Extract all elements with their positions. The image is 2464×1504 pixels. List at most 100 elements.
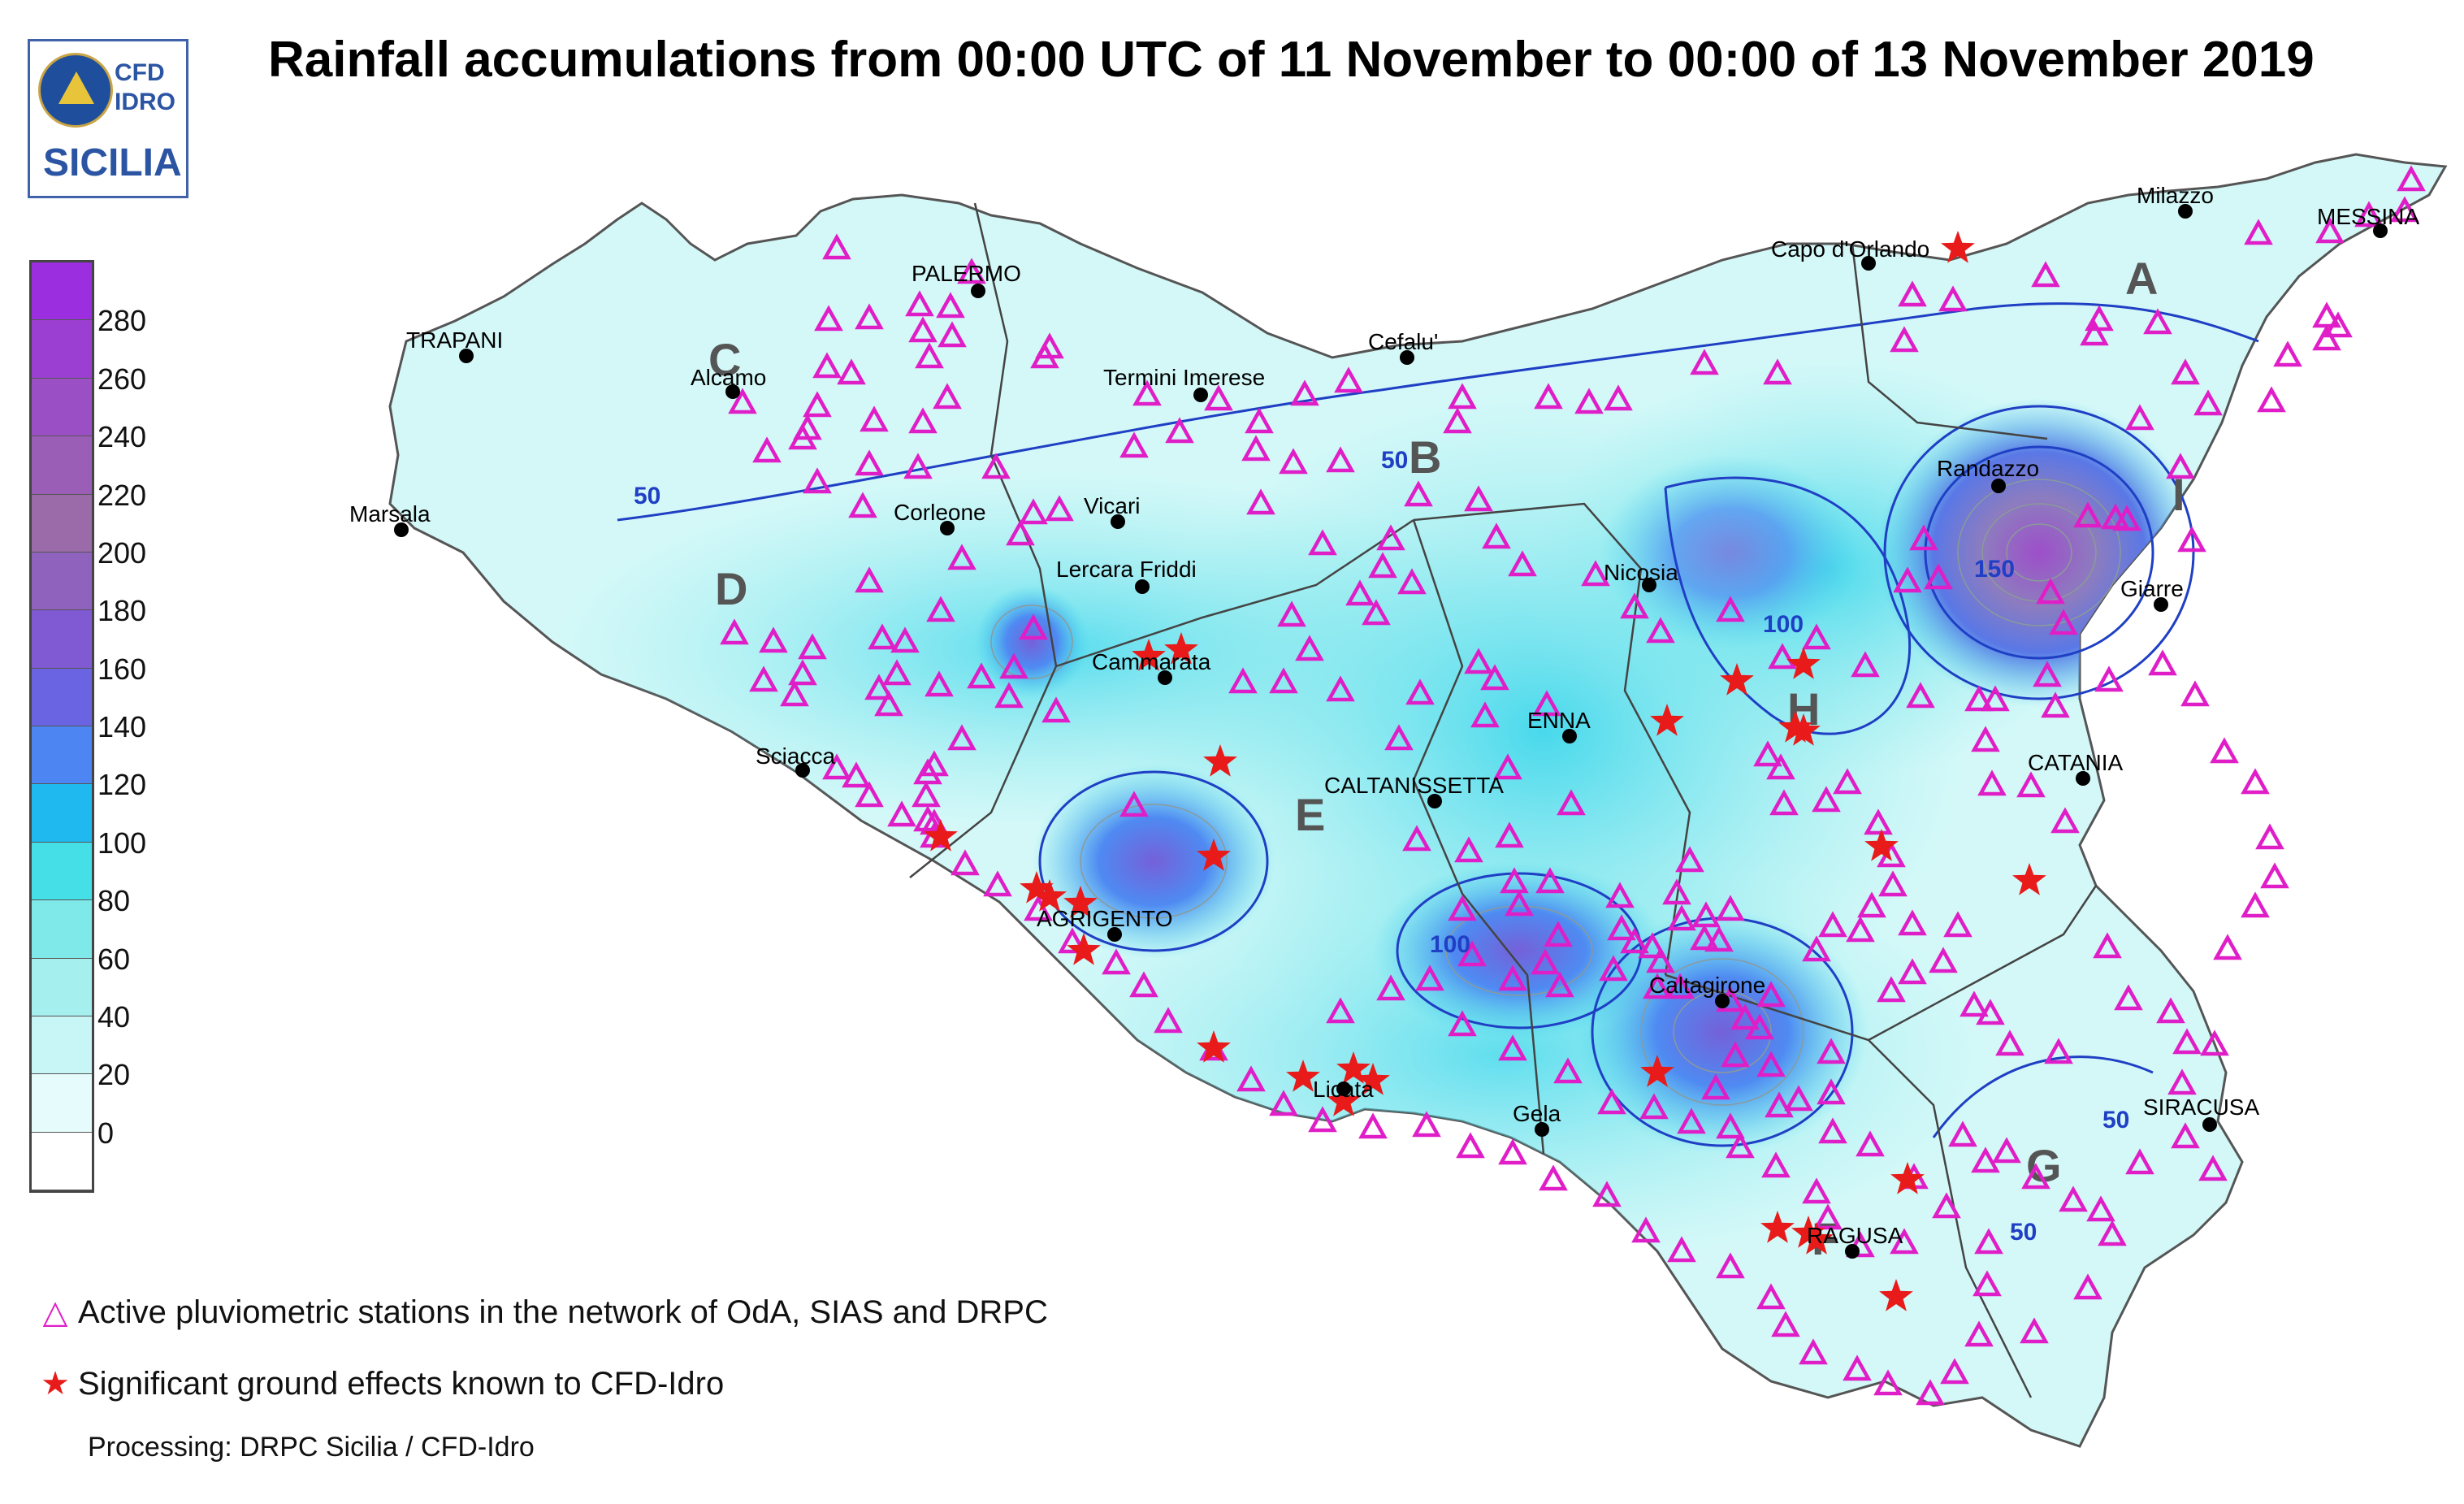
station-triangle — [1019, 613, 1048, 640]
town-label: Cammarata — [1092, 649, 1211, 674]
station-triangle — [1412, 1111, 1441, 1138]
town-dot — [1400, 350, 1414, 365]
station-triangle — [1402, 825, 1431, 852]
station-triangle — [2125, 404, 2154, 431]
station-triangle — [2315, 217, 2345, 244]
station-triangle — [1448, 383, 1477, 410]
station-triangle — [2200, 1029, 2229, 1056]
ground-effect-star — [1786, 713, 1821, 746]
station-triangle — [720, 618, 749, 645]
station-triangle — [1938, 285, 1968, 312]
station-triangle — [1119, 431, 1149, 458]
ground-effect-star — [1650, 704, 1684, 736]
legend-effects-label: Significant ground effects known to CFD-… — [78, 1365, 725, 1402]
station-triangle — [848, 492, 877, 518]
station-triangle — [983, 870, 1012, 897]
town-label: MESSINA — [2317, 204, 2419, 229]
ground-effect-star — [1197, 839, 1231, 871]
station-triangle — [798, 633, 827, 660]
town-label: Randazzo — [1937, 456, 2039, 481]
town-dot — [725, 384, 740, 399]
station-triangle — [1977, 769, 2007, 796]
contour-label: 50 — [2010, 1219, 2037, 1246]
ground-effect-star — [1791, 1216, 1825, 1248]
station-triangle — [2273, 340, 2302, 367]
town-dot — [1642, 578, 1656, 592]
zone-letter: A — [2125, 253, 2158, 304]
zone-letter: I — [2172, 469, 2185, 520]
station-triangle — [2094, 665, 2124, 692]
logo-line-3: SICILIA — [43, 141, 182, 184]
station-triangle — [2255, 823, 2284, 850]
station-triangle — [1906, 682, 1935, 709]
ground-effect-star — [1327, 1084, 1361, 1116]
station-triangle — [1721, 1041, 1750, 1068]
station-triangle — [2244, 219, 2273, 245]
legend-stations: △ Active pluviometric stations in the ne… — [32, 1294, 1048, 1331]
station-triangle — [2086, 1195, 2115, 1222]
ground-effect-star — [1890, 1162, 1925, 1194]
station-triangle — [1971, 726, 2000, 752]
scale-band — [32, 900, 92, 959]
station-triangle — [1665, 973, 1695, 999]
station-triangle — [1833, 768, 1862, 795]
ground-effect-star — [1286, 1060, 1320, 1092]
station-triangle — [1799, 1338, 1828, 1365]
station-triangle — [1864, 808, 1893, 835]
station-triangle — [947, 544, 977, 570]
scale-band — [32, 668, 92, 726]
town-label: RAGUSA — [1807, 1223, 1903, 1248]
ground-effect-markers — [924, 231, 2046, 1311]
station-triangle — [1974, 1228, 2003, 1255]
station-triangle — [1976, 999, 2005, 1025]
ground-effect-star — [1197, 1030, 1231, 1063]
scale-band — [32, 1016, 92, 1075]
station-triangle — [1464, 485, 1493, 512]
station-triangle — [1534, 383, 1563, 410]
ground-effect-star — [1164, 632, 1198, 665]
town-dot — [1107, 927, 1122, 942]
town-dot — [1336, 1081, 1351, 1096]
station-triangle — [1877, 976, 1906, 1003]
station-triangle — [1768, 643, 1797, 670]
station-triangle — [1972, 1270, 2002, 1297]
station-triangle — [2167, 1068, 2197, 1095]
contour-label: 50 — [1381, 447, 1408, 474]
town-label: CATANIA — [2028, 750, 2124, 775]
scale-label: 20 — [97, 1058, 131, 1092]
station-triangle — [788, 423, 817, 450]
station-triangle — [1802, 935, 1831, 962]
station-triangle — [1646, 617, 1675, 644]
station-triangle — [1326, 675, 1355, 702]
station-triangle — [2257, 386, 2286, 413]
scale-label: 0 — [97, 1116, 115, 1150]
station-triangle — [1592, 1181, 1622, 1207]
station-triangle — [1756, 1283, 1786, 1310]
station-triangle — [2241, 891, 2270, 918]
scale-label: 220 — [97, 478, 147, 512]
station-triangle — [2114, 984, 2143, 1011]
station-triangle — [2177, 526, 2206, 553]
station-triangle — [864, 674, 894, 700]
town-dot — [2202, 1117, 2217, 1132]
station-triangle — [2172, 1028, 2202, 1055]
station-triangle — [913, 758, 942, 785]
station-triangle — [1545, 971, 1574, 998]
ground-effect-star — [1799, 1222, 1834, 1255]
town-dot — [2178, 204, 2193, 219]
station-triangle — [1334, 366, 1363, 393]
station-triangle — [903, 453, 933, 479]
station-triangle — [1599, 955, 1628, 982]
station-triangle — [1058, 927, 1087, 954]
station-triangle — [1006, 519, 1035, 546]
scale-band — [32, 1132, 92, 1190]
town-dot — [1135, 579, 1150, 594]
station-triangle — [1279, 448, 1308, 475]
station-triangle — [1716, 596, 1745, 622]
station-triangle — [1607, 914, 1636, 941]
processing-credit: Processing: DRPC Sicilia / CFD-Idro — [88, 1432, 535, 1463]
town-dot — [971, 284, 985, 298]
town-dot — [1715, 994, 1730, 1008]
station-triangle — [874, 690, 903, 717]
zone-letter: C — [708, 334, 741, 385]
